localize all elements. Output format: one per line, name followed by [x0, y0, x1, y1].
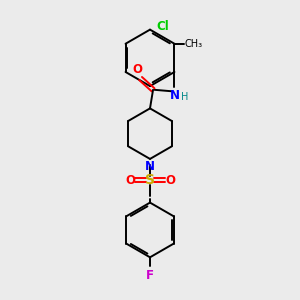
Text: F: F — [146, 268, 154, 282]
Text: O: O — [165, 174, 175, 187]
Text: N: N — [145, 160, 155, 172]
Text: O: O — [133, 62, 142, 76]
Text: S: S — [145, 173, 155, 187]
Text: CH₃: CH₃ — [185, 39, 203, 49]
Text: Cl: Cl — [157, 20, 169, 33]
Text: N: N — [169, 89, 179, 102]
Text: H: H — [181, 92, 188, 102]
Text: O: O — [125, 174, 135, 187]
